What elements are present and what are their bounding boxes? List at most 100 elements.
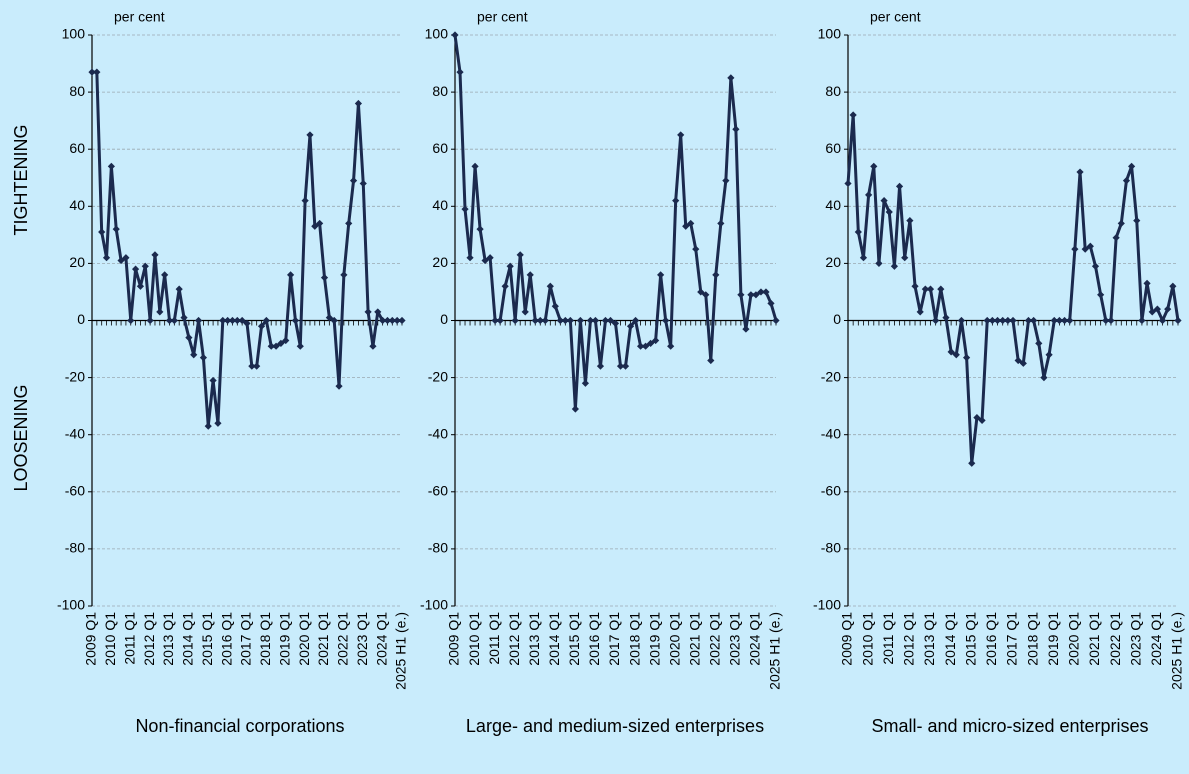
- point: [511, 316, 519, 325]
- y-tick-label: 80: [69, 83, 85, 99]
- x-tick-label: 2022 Q1: [335, 612, 351, 666]
- point: [107, 162, 115, 170]
- x-tick-label: 2015 Q1: [199, 612, 215, 666]
- point: [131, 265, 140, 273]
- x-tick-label: 2009 Q1: [446, 612, 462, 666]
- point: [1066, 316, 1074, 325]
- point: [636, 342, 645, 350]
- point: [1122, 177, 1131, 185]
- point: [962, 354, 971, 362]
- point: [906, 216, 914, 225]
- x-tick-label: 2023 Q1: [1127, 612, 1143, 666]
- point: [757, 288, 765, 296]
- y-tick-label: -20: [821, 368, 841, 384]
- y-tick-label: 100: [425, 26, 449, 42]
- x-tick-label: 2016 Q1: [983, 612, 999, 666]
- point: [772, 316, 780, 325]
- unit-label: per cent: [114, 9, 165, 25]
- y-tick-label: -80: [428, 540, 448, 556]
- y-tick-label: -60: [65, 483, 85, 499]
- point: [1030, 316, 1038, 325]
- x-tick-label: 2025 H1 (e.): [767, 612, 783, 690]
- point: [272, 342, 280, 350]
- point: [325, 314, 333, 322]
- point: [916, 308, 924, 316]
- point: [1076, 168, 1084, 176]
- point: [506, 262, 514, 270]
- point: [286, 271, 295, 279]
- point: [388, 316, 396, 325]
- point: [1133, 216, 1141, 225]
- y-tick-label: 60: [432, 140, 448, 156]
- point: [1004, 316, 1012, 325]
- point: [1153, 305, 1161, 313]
- point: [374, 308, 382, 316]
- y-tick-label: -20: [428, 368, 448, 384]
- x-tick-label: 2011 Q1: [486, 612, 502, 665]
- series-line: [92, 70, 402, 428]
- point: [932, 316, 940, 325]
- x-tick-label: 2012 Q1: [901, 612, 917, 666]
- point: [170, 316, 178, 325]
- series-line: [846, 113, 1180, 465]
- point: [727, 74, 735, 82]
- x-tick-label: 2019 Q1: [276, 612, 292, 666]
- point: [364, 308, 372, 316]
- y-tick-label: -40: [65, 425, 85, 441]
- point: [1055, 316, 1064, 325]
- point: [566, 316, 574, 325]
- point: [180, 314, 188, 322]
- x-tick-label: 2023 Q1: [354, 612, 370, 666]
- point: [952, 351, 960, 359]
- y-tick-label: -40: [428, 425, 448, 441]
- point: [641, 342, 650, 350]
- point: [571, 405, 579, 413]
- point: [762, 288, 770, 296]
- point: [880, 196, 888, 205]
- point: [151, 251, 159, 259]
- point: [737, 291, 745, 299]
- point: [752, 291, 760, 299]
- point: [98, 228, 106, 236]
- unit-label: per cent: [870, 9, 921, 25]
- x-tick-label: 2020 Q1: [1066, 612, 1082, 666]
- point: [311, 222, 319, 230]
- point: [647, 339, 655, 347]
- point: [359, 179, 367, 188]
- x-tick-label: 2021 Q1: [686, 612, 702, 666]
- point: [88, 68, 96, 76]
- point: [667, 342, 675, 350]
- point: [199, 354, 208, 362]
- point: [697, 288, 705, 296]
- point: [1050, 316, 1058, 325]
- point: [1035, 339, 1043, 347]
- point: [911, 282, 919, 290]
- x-tick-label: 2023 Q1: [727, 612, 743, 666]
- x-tick-label: 2010 Q1: [466, 612, 482, 666]
- point: [238, 316, 246, 325]
- point: [978, 416, 986, 425]
- point: [461, 205, 469, 213]
- x-tick-label: 2022 Q1: [707, 612, 723, 666]
- unit-label: per cent: [477, 9, 528, 25]
- point: [1169, 282, 1177, 290]
- point: [306, 131, 314, 139]
- point: [1112, 234, 1120, 242]
- point: [1143, 279, 1151, 287]
- point: [556, 316, 564, 325]
- y-tick-label: -40: [821, 425, 841, 441]
- x-tick-label: 2025 H1 (e.): [1169, 612, 1185, 690]
- point: [1014, 356, 1022, 365]
- x-tick-label: 2020 Q1: [666, 612, 682, 666]
- point: [224, 316, 232, 325]
- point: [1071, 245, 1079, 253]
- point: [398, 316, 406, 325]
- point: [536, 316, 544, 325]
- x-tick-label: 2011 Q1: [121, 612, 137, 665]
- x-tick-label: 2019 Q1: [1045, 612, 1061, 666]
- x-tick-label: 2024 Q1: [373, 612, 389, 666]
- point: [112, 225, 120, 233]
- x-tick-label: 2015 Q1: [962, 612, 978, 666]
- x-tick-label: 2010 Q1: [859, 612, 875, 666]
- point: [561, 316, 569, 325]
